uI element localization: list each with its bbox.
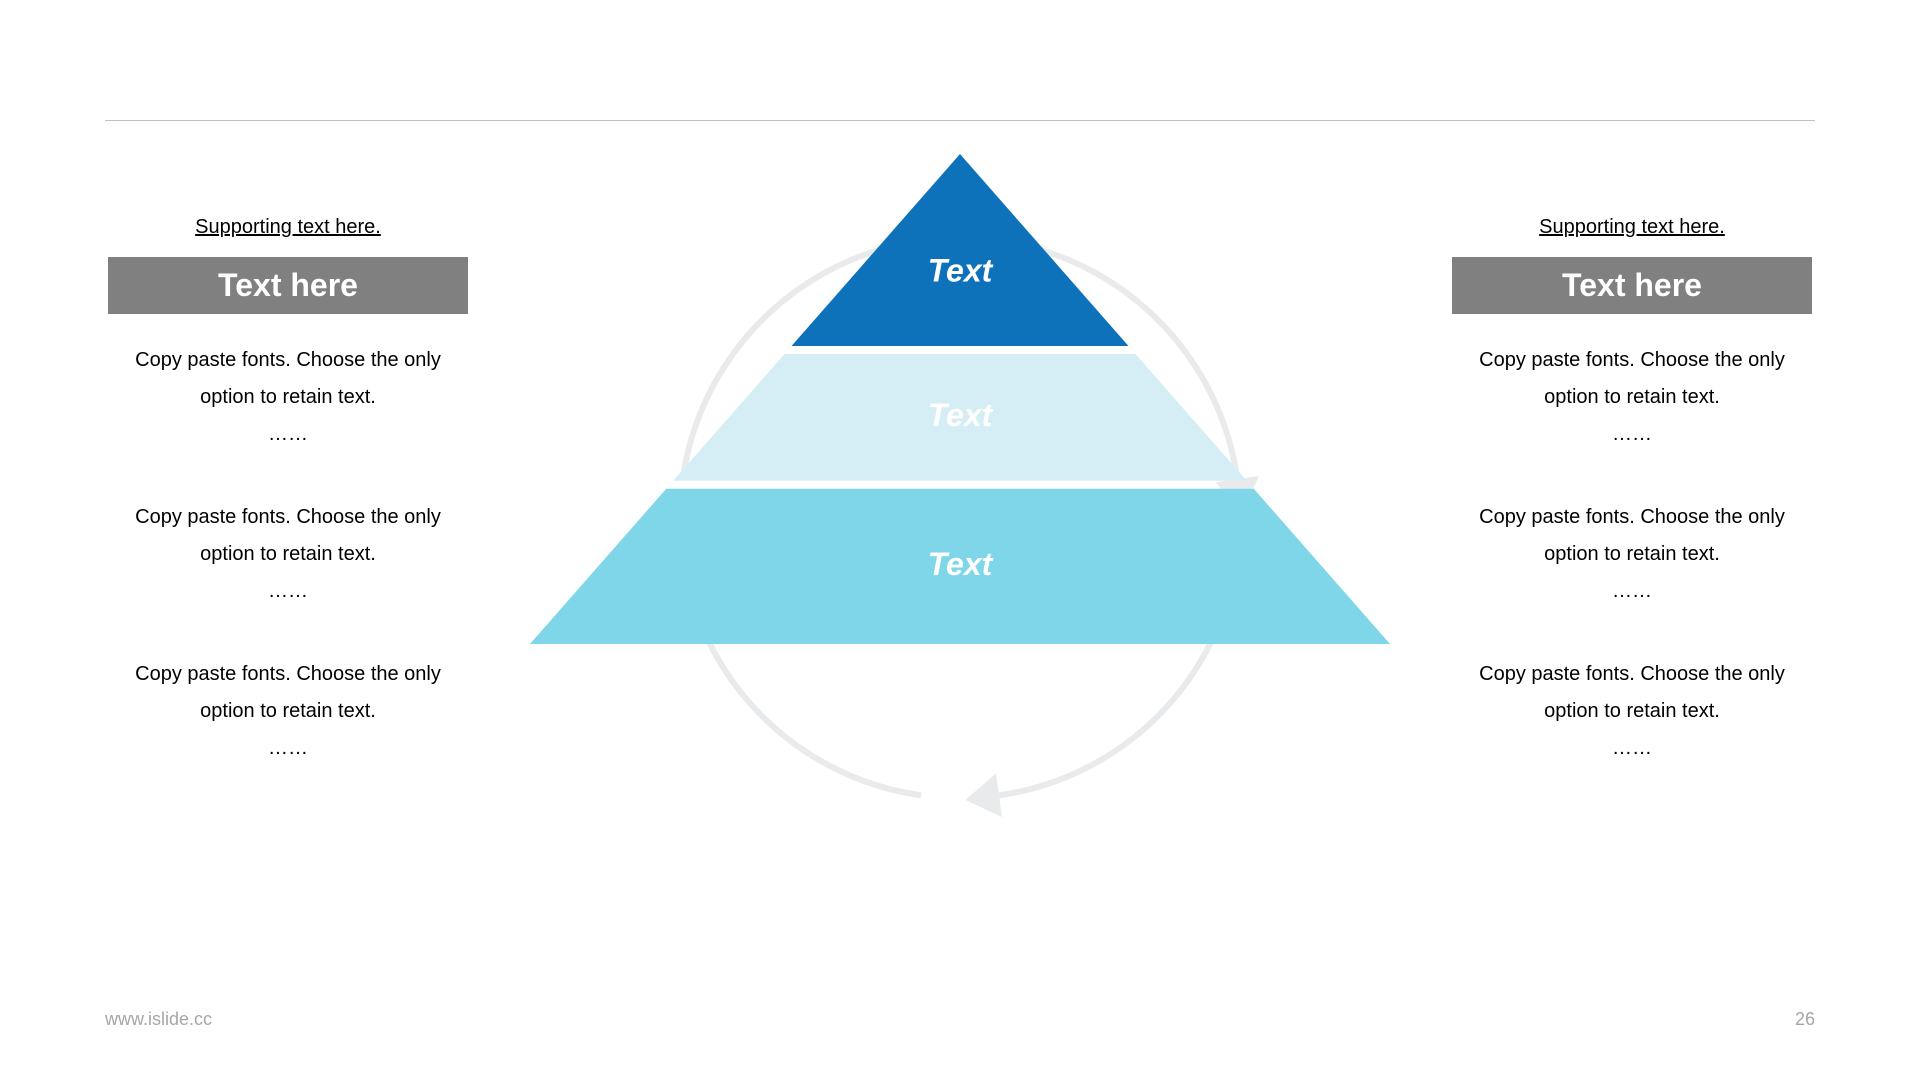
para-line2: …… bbox=[1612, 580, 1652, 602]
left-column: Supporting text here. Text here Copy pas… bbox=[108, 216, 468, 813]
right-header-box: Text here bbox=[1452, 257, 1812, 314]
footer-page-number: 26 bbox=[1795, 1009, 1815, 1030]
body-paragraph: Copy paste fonts. Choose the only option… bbox=[1452, 499, 1812, 610]
pyramid-level-2-label: Text bbox=[928, 397, 994, 433]
pyramid-chart: Text Text Text bbox=[530, 154, 1390, 644]
para-line2: …… bbox=[268, 423, 308, 445]
right-supporting-text: Supporting text here. bbox=[1452, 216, 1812, 239]
pyramid-level-1-label: Text bbox=[928, 252, 994, 288]
right-paragraphs: Copy paste fonts. Choose the only option… bbox=[1452, 342, 1812, 767]
para-line1: Copy paste fonts. Choose the only option… bbox=[135, 663, 441, 722]
para-line1: Copy paste fonts. Choose the only option… bbox=[1479, 663, 1785, 722]
left-paragraphs: Copy paste fonts. Choose the only option… bbox=[108, 342, 468, 767]
para-line1: Copy paste fonts. Choose the only option… bbox=[135, 506, 441, 565]
top-divider bbox=[105, 120, 1815, 121]
body-paragraph: Copy paste fonts. Choose the only option… bbox=[108, 656, 468, 767]
body-paragraph: Copy paste fonts. Choose the only option… bbox=[108, 342, 468, 453]
center-graphic: Text Text Text bbox=[530, 158, 1390, 878]
pyramid-level-3-label: Text bbox=[928, 546, 994, 582]
left-supporting-text: Supporting text here. bbox=[108, 216, 468, 239]
body-paragraph: Copy paste fonts. Choose the only option… bbox=[1452, 342, 1812, 453]
footer-url: www.islide.cc bbox=[105, 1009, 212, 1030]
para-line2: …… bbox=[1612, 737, 1652, 759]
body-paragraph: Copy paste fonts. Choose the only option… bbox=[108, 499, 468, 610]
right-column: Supporting text here. Text here Copy pas… bbox=[1452, 216, 1812, 813]
cycle-arrowhead bbox=[965, 773, 1002, 817]
para-line2: …… bbox=[1612, 423, 1652, 445]
pyramid-level-1 bbox=[792, 154, 1129, 346]
para-line2: …… bbox=[268, 580, 308, 602]
para-line2: …… bbox=[268, 737, 308, 759]
para-line1: Copy paste fonts. Choose the only option… bbox=[1479, 349, 1785, 408]
para-line1: Copy paste fonts. Choose the only option… bbox=[135, 349, 441, 408]
body-paragraph: Copy paste fonts. Choose the only option… bbox=[1452, 656, 1812, 767]
para-line1: Copy paste fonts. Choose the only option… bbox=[1479, 506, 1785, 565]
left-header-box: Text here bbox=[108, 257, 468, 314]
